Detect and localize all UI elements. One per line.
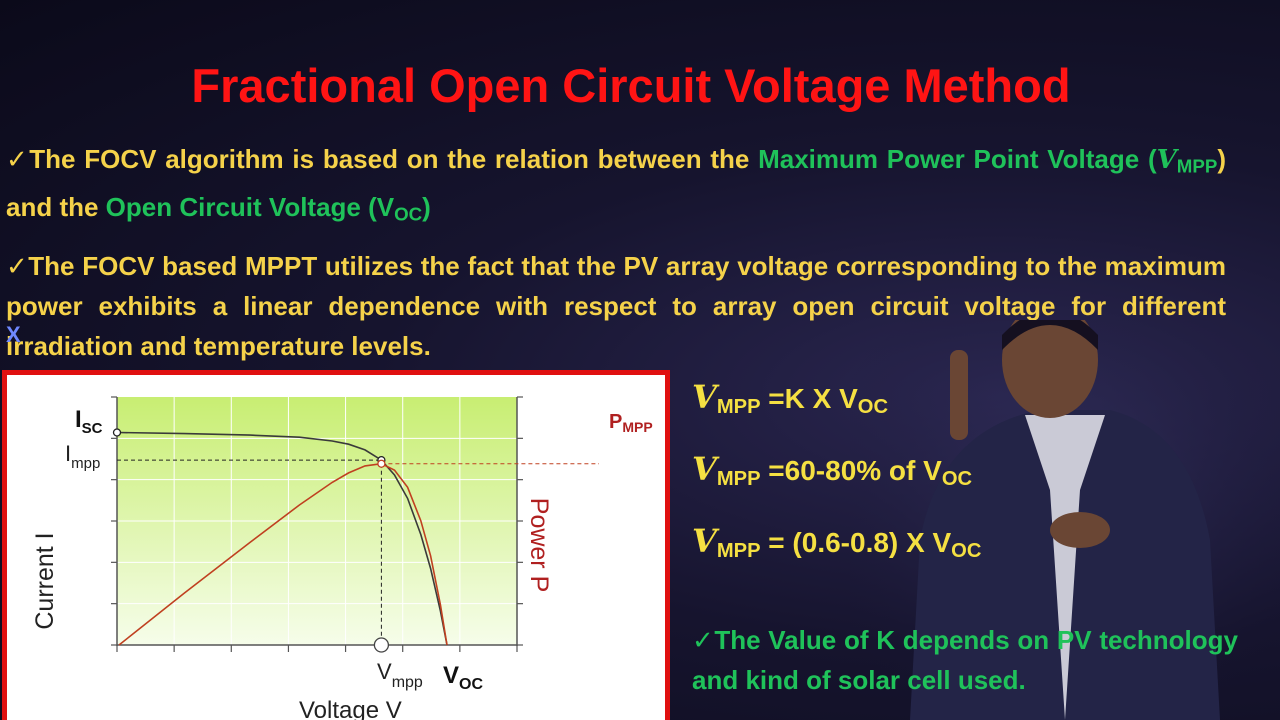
vmpp-label: Vmpp xyxy=(377,659,423,691)
iv-pv-chart: ISC Impp PMPP Vmpp VOC Voltage V Current… xyxy=(2,370,670,720)
chart-svg: ISC Impp PMPP Vmpp VOC Voltage V Current… xyxy=(31,396,653,720)
isc-label: ISC xyxy=(75,406,103,437)
power-curve xyxy=(118,462,448,646)
formula-percent: VMPP =60-80% of VOC xyxy=(692,450,973,491)
voc-label: VOC xyxy=(443,662,483,693)
check-icon: ✓ xyxy=(6,144,30,174)
check-icon: ✓ xyxy=(6,251,29,281)
mpp-power-point xyxy=(377,459,386,468)
bullet-focv-mppt: ✓The FOCV based MPPT utilizes the fact t… xyxy=(6,251,1226,361)
stray-x-mark: X xyxy=(6,322,21,347)
pmpp-label: PMPP xyxy=(609,411,653,435)
y-axis-left-label: Current I xyxy=(31,532,59,629)
impp-label: Impp xyxy=(65,441,100,472)
check-icon: ✓ xyxy=(692,625,715,655)
y-axis-right-label: Power P xyxy=(525,498,553,592)
x-axis-label: Voltage V xyxy=(299,697,402,720)
formula-range: VMPP = (0.6-0.8) X VOC xyxy=(692,522,982,563)
vmpp-axis-point xyxy=(373,637,390,653)
current-curve xyxy=(118,431,448,646)
bullet-focv-relation: ✓The FOCV algorithm is based on the rela… xyxy=(6,144,1226,225)
isc-point xyxy=(112,428,122,437)
formula-k: VMPP =K X VOC xyxy=(692,378,889,419)
presenter-image xyxy=(850,320,1280,720)
k-value-note: ✓The Value of K depends on PV technology… xyxy=(692,625,1238,695)
slide-title: Fractional Open Circuit Voltage Method xyxy=(191,59,1071,112)
